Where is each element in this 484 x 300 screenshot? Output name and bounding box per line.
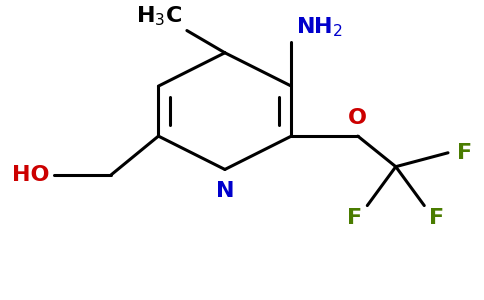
Text: F: F bbox=[429, 208, 444, 228]
Text: NH$_2$: NH$_2$ bbox=[296, 15, 343, 39]
Text: F: F bbox=[457, 143, 472, 163]
Text: HO: HO bbox=[12, 165, 49, 185]
Text: H$_3$C: H$_3$C bbox=[136, 4, 182, 28]
Text: N: N bbox=[216, 181, 234, 201]
Text: O: O bbox=[348, 108, 367, 128]
Text: F: F bbox=[348, 208, 363, 228]
